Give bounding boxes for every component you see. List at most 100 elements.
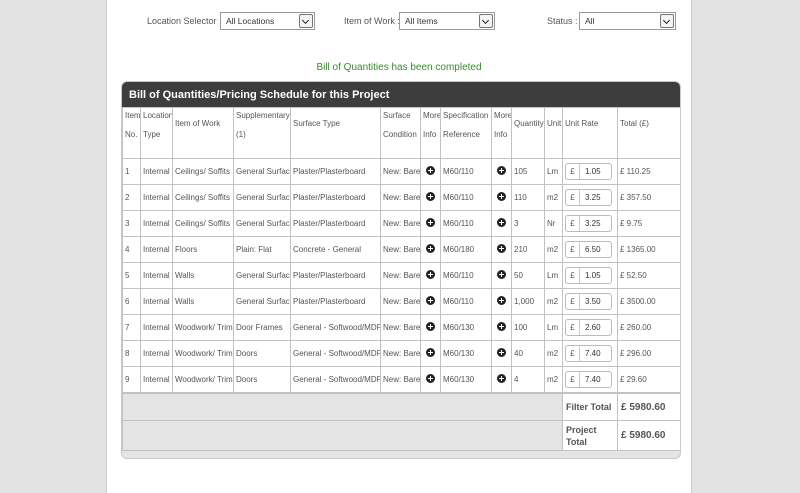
row-item-no: 2 [122, 184, 141, 211]
row-surface-condition: New: Bare [380, 314, 421, 341]
plus-circle-icon[interactable] [426, 165, 435, 175]
col-specification: Specification Reference [440, 107, 492, 159]
row-more-info[interactable] [420, 210, 441, 237]
item-of-work-label: Item of Work : [344, 16, 400, 26]
row-more-info[interactable] [420, 366, 441, 393]
status-label: Status : [547, 16, 578, 26]
plus-circle-icon[interactable] [426, 347, 435, 357]
unit-rate-value: 3.50 [585, 297, 601, 306]
row-more-info[interactable] [420, 158, 441, 185]
col-more-info: More Info [420, 107, 441, 159]
row-total: £ 9.75 [617, 210, 680, 237]
location-selector[interactable]: All Locations [220, 12, 315, 30]
unit-rate-input[interactable]: £1.05 [565, 163, 612, 180]
plus-circle-icon[interactable] [497, 321, 506, 331]
col-unit-rate: Unit Rate [562, 107, 618, 159]
plus-circle-icon[interactable] [426, 217, 435, 227]
row-more-info[interactable] [420, 262, 441, 289]
row-location: Internal [140, 314, 173, 341]
item-of-work-selector[interactable]: All Items [399, 12, 495, 30]
row-location: Internal [140, 340, 173, 367]
unit-rate-input[interactable]: £1.05 [565, 267, 612, 284]
row-location: Internal [140, 158, 173, 185]
chevron-down-icon[interactable] [660, 14, 674, 28]
row-more-info[interactable] [420, 288, 441, 315]
plus-circle-icon[interactable] [497, 191, 506, 201]
row-total: £ 29.60 [617, 366, 680, 393]
row-specification: M60/110 [440, 184, 492, 211]
plus-circle-icon[interactable] [497, 373, 506, 383]
project-total-label: Project Total [562, 420, 618, 451]
row-total: £ 110.25 [617, 158, 680, 185]
row-more-info-2[interactable] [491, 262, 512, 289]
row-specification: M60/110 [440, 210, 492, 237]
row-item-no: 4 [122, 236, 141, 263]
row-specification: M60/110 [440, 262, 492, 289]
row-location: Internal [140, 262, 173, 289]
unit-rate-input[interactable]: £3.25 [565, 189, 612, 206]
row-item-no: 8 [122, 340, 141, 367]
unit-rate-input[interactable]: £7.40 [565, 371, 612, 388]
row-unit: m2 [544, 236, 563, 263]
status-selector[interactable]: All [579, 12, 676, 30]
row-more-info-2[interactable] [491, 314, 512, 341]
row-item-of-work: Ceilings/ Soffits [172, 158, 234, 185]
unit-rate-input[interactable]: £7.40 [565, 345, 612, 362]
plus-circle-icon[interactable] [426, 321, 435, 331]
main-panel: Location Selector : All Locations Item o… [106, 0, 692, 493]
plus-circle-icon[interactable] [497, 243, 506, 253]
plus-circle-icon[interactable] [497, 165, 506, 175]
row-item-no: 9 [122, 366, 141, 393]
filter-total-label: Filter Total [562, 393, 618, 421]
row-item-of-work: Woodwork/ Trim [172, 340, 234, 367]
filter-total-spacer [122, 393, 563, 421]
unit-rate-input[interactable]: £3.25 [565, 215, 612, 232]
plus-circle-icon[interactable] [497, 347, 506, 357]
item-of-work-value: All Items [405, 16, 438, 26]
row-quantity: 3 [511, 210, 545, 237]
row-more-info[interactable] [420, 236, 441, 263]
row-specification: M60/130 [440, 314, 492, 341]
unit-rate-value: 7.40 [585, 349, 601, 358]
row-unit: m2 [544, 366, 563, 393]
plus-circle-icon[interactable] [426, 269, 435, 279]
chevron-down-icon[interactable] [479, 14, 493, 28]
boq-body: 1 Internal Ceilings/ Soffits General Surfac… [122, 158, 680, 393]
row-more-info-2[interactable] [491, 366, 512, 393]
row-more-info-2[interactable] [491, 210, 512, 237]
row-total: £ 1365.00 [617, 236, 680, 263]
row-more-info-2[interactable] [491, 340, 512, 367]
plus-circle-icon[interactable] [497, 269, 506, 279]
row-specification: M60/130 [440, 366, 492, 393]
plus-circle-icon[interactable] [426, 373, 435, 383]
row-supplementary: General Surfaces [233, 158, 291, 185]
row-quantity: 40 [511, 340, 545, 367]
plus-circle-icon[interactable] [497, 295, 506, 305]
unit-rate-input[interactable]: £3.50 [565, 293, 612, 310]
row-more-info-2[interactable] [491, 288, 512, 315]
plus-circle-icon[interactable] [497, 217, 506, 227]
chevron-down-icon[interactable] [299, 14, 313, 28]
plus-circle-icon[interactable] [426, 243, 435, 253]
pound-icon: £ [566, 346, 580, 361]
row-supplementary: Door Frames [233, 314, 291, 341]
plus-circle-icon[interactable] [426, 191, 435, 201]
plus-circle-icon[interactable] [426, 295, 435, 305]
unit-rate-input[interactable]: £6.50 [565, 241, 612, 258]
col-surface-type: Surface Type [290, 107, 381, 159]
unit-rate-input[interactable]: £2.60 [565, 319, 612, 336]
row-more-info[interactable] [420, 184, 441, 211]
row-surface-condition: New: Bare [380, 236, 421, 263]
row-more-info-2[interactable] [491, 236, 512, 263]
row-more-info[interactable] [420, 340, 441, 367]
row-more-info-2[interactable] [491, 184, 512, 211]
row-more-info[interactable] [420, 314, 441, 341]
row-item-no: 1 [122, 158, 141, 185]
unit-rate-value: 3.25 [585, 219, 601, 228]
col-location-type: Location Type [140, 107, 173, 159]
row-supplementary: Doors [233, 366, 291, 393]
row-item-no: 6 [122, 288, 141, 315]
row-supplementary: Plain: Flat [233, 236, 291, 263]
row-more-info-2[interactable] [491, 158, 512, 185]
row-surface-type: Concrete - General [290, 236, 381, 263]
